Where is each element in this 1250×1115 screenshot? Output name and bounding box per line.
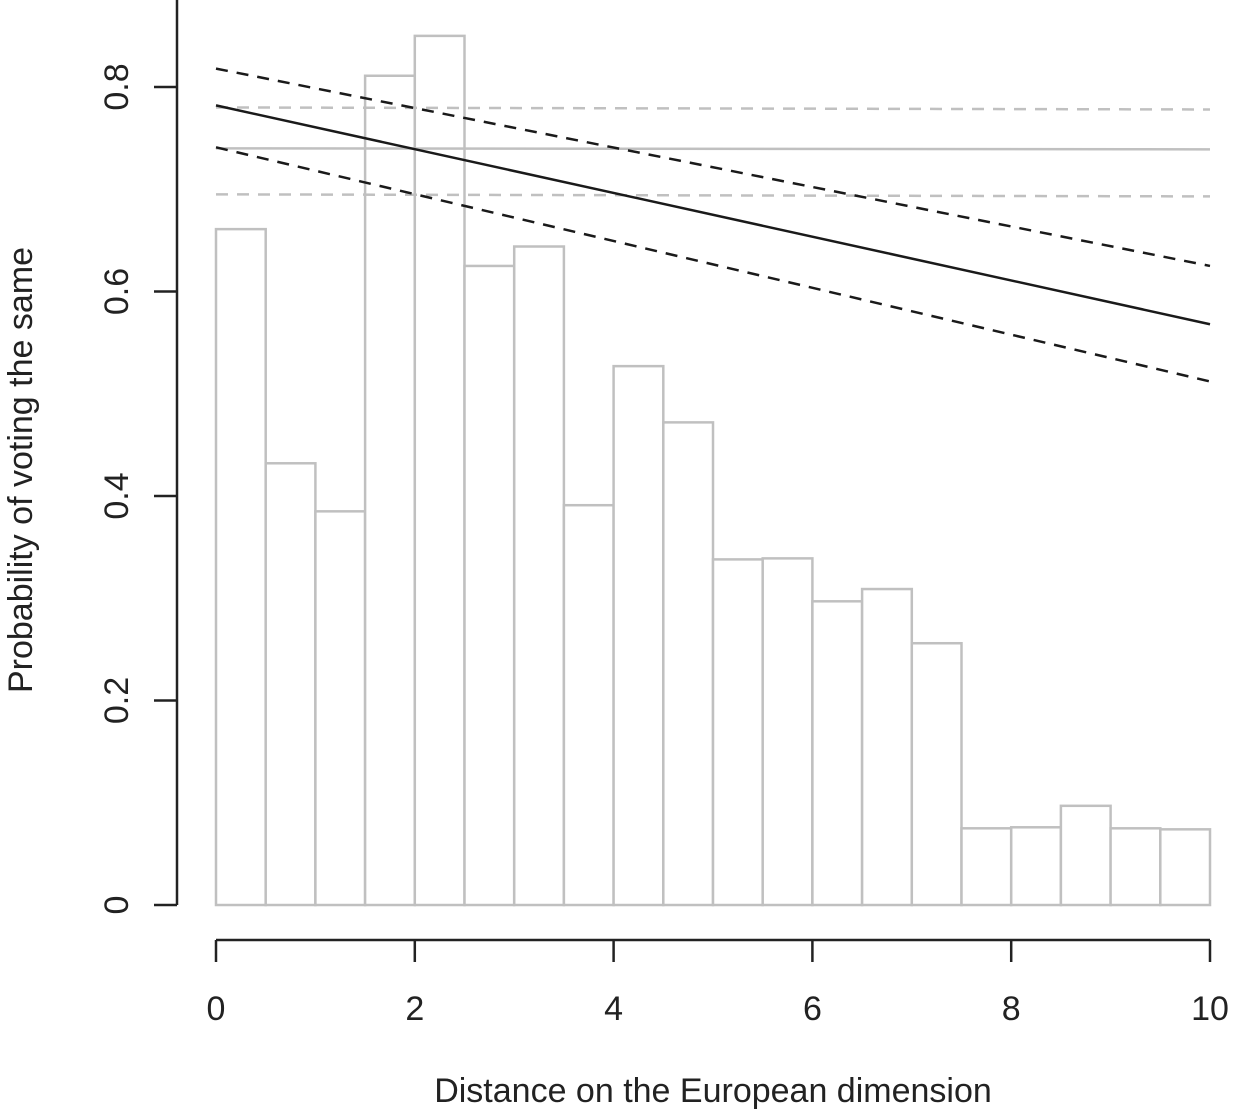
histogram-bar xyxy=(264,462,317,907)
histogram-bar xyxy=(811,600,864,907)
baseline-line xyxy=(215,147,1211,151)
histogram-bar xyxy=(1159,828,1212,907)
histogram-bar xyxy=(761,557,814,907)
histogram-bar xyxy=(1109,827,1162,907)
fitted-line xyxy=(215,104,1211,326)
histogram-bar xyxy=(711,558,764,907)
histogram-bar xyxy=(960,827,1013,907)
y-tick-label: 0 xyxy=(98,896,136,915)
histogram-bar xyxy=(314,510,367,907)
histogram-bar xyxy=(512,245,566,907)
histogram-bar xyxy=(562,503,615,907)
histogram-bar xyxy=(214,227,267,907)
x-tick-label: 2 xyxy=(405,990,424,1028)
x-tick-label: 10 xyxy=(1191,990,1229,1028)
histogram-bar xyxy=(910,641,963,907)
x-axis-title: Distance on the European dimension xyxy=(434,1072,992,1110)
histogram-bar xyxy=(612,364,665,907)
x-tick-label: 0 xyxy=(207,990,226,1028)
y-tick-label: 0.6 xyxy=(98,268,136,315)
histogram-bar xyxy=(1009,826,1063,907)
x-tick-label: 6 xyxy=(803,990,822,1028)
histogram-bar xyxy=(363,74,417,907)
histogram-bar xyxy=(1059,804,1112,907)
x-tick-label: 8 xyxy=(1002,990,1021,1028)
histogram-bar xyxy=(413,34,466,907)
baseline-lower-ci-line xyxy=(215,193,1211,198)
histogram-bars xyxy=(214,34,1212,907)
y-axis-title: Probability of voting the same xyxy=(2,247,40,693)
x-tick-label: 4 xyxy=(604,990,623,1028)
fitted-upper-ci-line xyxy=(215,67,1211,268)
histogram-bar xyxy=(860,587,914,907)
y-axis: 0 0.2 0.4 0.6 0.8 xyxy=(98,0,179,915)
x-axis: 0 2 4 6 8 10 xyxy=(207,938,1229,1028)
histogram-bar xyxy=(463,264,516,907)
y-tick-label: 0.4 xyxy=(98,472,136,519)
y-tick-label: 0.2 xyxy=(98,677,136,724)
histogram-bar xyxy=(662,421,715,907)
y-tick-label: 0.8 xyxy=(98,63,136,110)
fitted-lower-ci-line xyxy=(215,146,1211,383)
baseline-upper-ci-line xyxy=(215,106,1211,111)
trend-lines xyxy=(215,67,1211,383)
